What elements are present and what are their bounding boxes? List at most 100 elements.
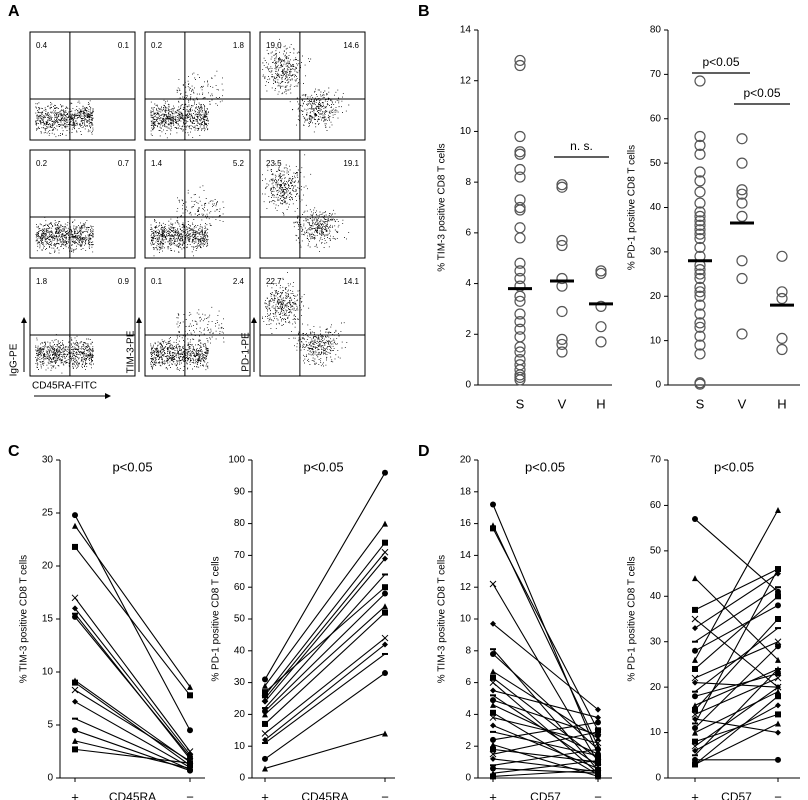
point — [692, 575, 698, 582]
point — [691, 615, 699, 623]
pair-line — [264, 653, 386, 744]
point — [262, 765, 268, 772]
point — [692, 665, 698, 672]
point — [556, 179, 568, 191]
point — [775, 670, 781, 677]
point — [490, 525, 496, 532]
pair-line — [74, 546, 191, 696]
point — [694, 224, 706, 236]
quadrant-value: 0.1 — [151, 277, 163, 286]
pair-line — [264, 612, 386, 725]
point — [514, 130, 526, 143]
pair-line — [264, 574, 386, 709]
point — [694, 264, 706, 276]
y-tick-label: 4 — [465, 278, 471, 289]
point — [775, 616, 781, 622]
point — [382, 609, 388, 616]
point — [595, 773, 601, 780]
y-tick-label: 25 — [42, 508, 54, 519]
flow-plot-frame — [144, 31, 251, 141]
point — [514, 371, 526, 383]
point — [262, 720, 268, 727]
point — [692, 606, 698, 613]
point — [776, 286, 788, 298]
point — [381, 634, 389, 642]
pair-line — [694, 722, 779, 765]
pair-line — [492, 699, 599, 736]
pair-line — [492, 583, 599, 763]
quadrant-value: 5.2 — [233, 159, 245, 168]
flow-y-label: IgG-PE — [9, 343, 20, 376]
flow-y-label: TIM-3-PE — [126, 330, 137, 373]
x-tick-label: S — [516, 396, 525, 411]
point — [736, 157, 748, 169]
y-tick-label: 2 — [465, 329, 471, 340]
point — [490, 741, 496, 748]
point — [514, 323, 526, 335]
y-tick-label: 6 — [465, 677, 471, 688]
point — [694, 148, 706, 160]
point — [514, 54, 526, 67]
y-axis-label: % PD-1 positive CD8 T cells — [627, 556, 638, 681]
point — [776, 250, 788, 262]
pair-line — [694, 568, 779, 724]
chart-title: p<0.05 — [112, 459, 152, 474]
point — [72, 512, 78, 519]
y-tick-label: 80 — [234, 518, 246, 529]
pair-line — [74, 748, 191, 764]
point — [692, 729, 698, 736]
pair-line — [694, 668, 779, 756]
point — [556, 234, 568, 247]
point — [262, 698, 268, 705]
point — [382, 730, 388, 737]
point — [72, 522, 78, 529]
point — [186, 748, 194, 755]
quadrant-value: 23.5 — [266, 159, 282, 168]
point — [490, 501, 496, 508]
flow-plot-frame — [29, 149, 136, 259]
y-tick-label: 90 — [234, 486, 246, 497]
point — [514, 163, 526, 176]
pair-line — [74, 514, 191, 731]
point — [187, 765, 193, 772]
pair-line — [264, 593, 386, 712]
y-axis-label: % TIM-3 positive CD8 T cells — [437, 143, 448, 271]
y-tick-label: 60 — [650, 113, 662, 124]
pair-line — [492, 725, 599, 769]
y-tick-label: 2 — [465, 741, 471, 752]
pair-line — [264, 644, 386, 741]
y-tick-label: 50 — [234, 614, 246, 625]
quadrant-value: 19.1 — [343, 159, 359, 168]
point — [382, 539, 388, 546]
point — [514, 146, 526, 158]
point — [72, 543, 78, 550]
point — [692, 656, 698, 663]
point — [72, 727, 78, 734]
point — [692, 647, 698, 654]
point — [694, 348, 706, 360]
quadrant-value: 14.6 — [343, 41, 359, 50]
y-tick-label: 30 — [42, 455, 54, 466]
point — [514, 201, 526, 214]
point — [514, 341, 526, 353]
pair-line — [492, 671, 599, 739]
pair-line — [492, 748, 599, 763]
point — [775, 756, 781, 763]
point — [382, 670, 388, 677]
y-tick-label: 5 — [47, 720, 53, 731]
y-tick-label: 0 — [465, 380, 471, 391]
point — [490, 755, 496, 762]
y-tick-label: 4 — [465, 709, 471, 720]
point — [595, 321, 607, 333]
point — [595, 706, 601, 713]
point — [187, 727, 193, 734]
point — [736, 328, 748, 340]
x-tick-label: − — [381, 789, 389, 800]
point — [514, 204, 526, 216]
pair-line — [694, 573, 779, 629]
y-tick-label: 50 — [650, 545, 662, 556]
panel-label: D — [418, 443, 430, 460]
pair-line — [492, 704, 599, 755]
point — [556, 305, 568, 318]
point — [382, 641, 388, 648]
